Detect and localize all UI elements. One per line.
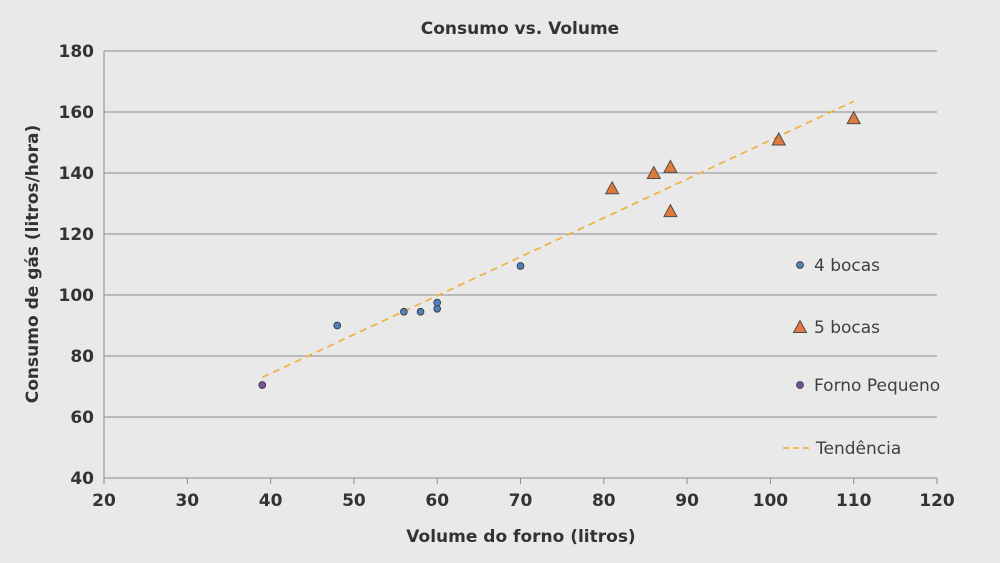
y-tick-100: 100 [59,286,95,306]
gridlines [104,50,937,418]
legend-label-2: Forno Pequeno [814,376,940,396]
x-tick-labels: 20 30 40 50 60 70 80 90 100 110 120 [92,491,955,511]
legend-label-trend: Tendência [815,439,901,459]
x-tick-110: 110 [836,491,872,511]
chart-title: Consumo vs. Volume [421,19,619,39]
x-tick-90: 90 [675,491,699,511]
legend-label-1: 5 bocas [814,318,880,338]
point-series-1-3 [663,203,678,218]
legend-marker-1 [792,319,808,334]
x-tick-30: 30 [175,491,199,511]
x-tick-60: 60 [425,491,449,511]
y-tick-60: 60 [70,408,94,428]
y-tick-140: 140 [59,164,95,184]
x-tick-50: 50 [342,491,366,511]
x-tick-120: 120 [919,491,955,511]
trendline-line [261,100,855,379]
x-tick-100: 100 [753,491,789,511]
point-series-0-0 [333,321,342,330]
y-tick-80: 80 [70,347,94,367]
x-axis-title: Volume do forno (litros) [406,527,635,547]
x-tick-80: 80 [592,491,616,511]
y-tick-labels: 40 60 80 100 120 140 160 180 [59,42,95,489]
x-tick-40: 40 [259,491,283,511]
y-tick-160: 160 [59,103,95,123]
x-tick-20: 20 [92,491,116,511]
trendline [261,100,855,379]
point-series-1-0 [604,180,620,195]
y-tick-120: 120 [59,225,95,245]
x-tick-70: 70 [509,491,533,511]
point-series-2-0 [258,381,267,389]
y-tick-180: 180 [59,42,95,62]
data-points [258,110,862,389]
y-tick-40: 40 [70,469,94,489]
legend: 4 bocas 5 bocas Forno Pequeno Tendência [783,256,940,459]
legend-label-0: 4 bocas [814,256,880,276]
point-series-0-4 [433,298,442,307]
point-series-0-1 [400,307,408,316]
point-series-1-2 [663,159,678,173]
point-series-1-1 [646,165,662,180]
axes [103,51,938,484]
point-series-1-4 [771,131,787,146]
point-series-0-5 [516,262,525,270]
point-series-0-2 [416,307,425,316]
legend-marker-0 [796,261,804,269]
legend-marker-2 [796,381,804,389]
point-series-1-5 [846,110,862,125]
y-axis-title: Consumo de gás (litros/hora) [23,125,43,403]
